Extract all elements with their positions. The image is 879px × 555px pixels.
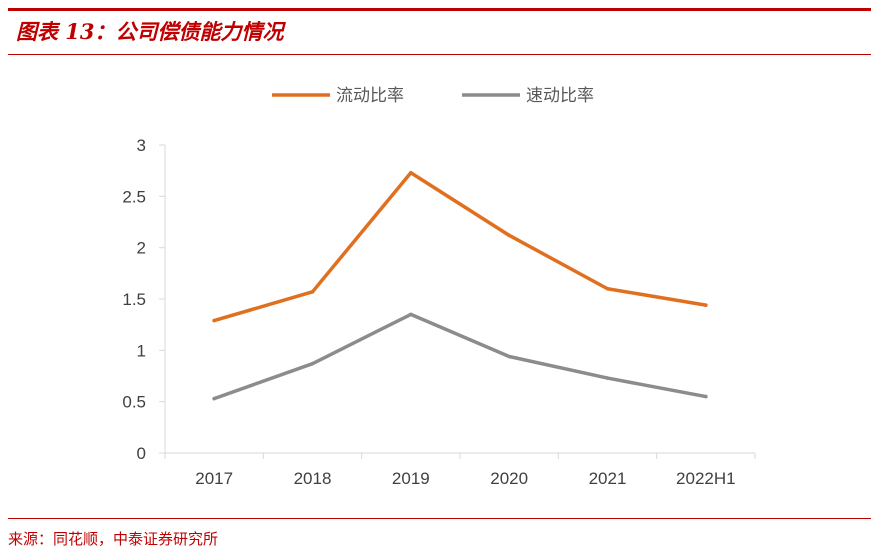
data-point [310,361,315,366]
legend: 流动比率 速动比率 [272,86,594,106]
x-tick-label: 2017 [195,469,233,488]
x-tick-label: 2019 [392,469,430,488]
data-point [212,318,216,323]
y-tick-label: 1 [137,341,146,360]
data-point [605,286,610,291]
series-group [212,170,708,401]
data-point [409,312,413,317]
figure-title: 图表 13：公司偿债能力情况 [16,19,284,44]
x-tick-label: 2018 [294,469,332,488]
data-point [310,290,315,294]
data-point [704,303,708,307]
data-point [704,394,708,399]
series-line-2 [212,312,708,401]
y-tick-label: 3 [137,136,146,155]
axes: 0 0.5 1 1.5 2 2.5 3 2017 2018 2019 2020 2021 2022H1 [122,136,756,488]
y-tick-label: 1.5 [122,290,146,309]
top-rule [8,8,871,11]
x-tick-label: 2022H1 [676,469,736,488]
y-tick-label: 2 [137,239,146,258]
bottom-rule [8,518,871,519]
data-point [507,354,511,359]
title-rule [8,54,871,55]
y-tick-label: 2.5 [122,187,146,206]
x-tick-label: 2020 [490,469,528,488]
y-tick-label: 0.5 [122,393,146,412]
data-point [507,233,511,238]
source-note: 来源：同花顺，中泰证券研究所 [8,530,219,548]
series-line-1 [212,170,708,323]
data-point [409,170,413,175]
data-point [605,376,610,380]
legend-label-2: 速动比率 [526,86,594,106]
x-tick-label: 2021 [589,469,627,488]
legend-label-1: 流动比率 [336,86,404,106]
y-tick-label: 0 [137,444,146,463]
data-point [212,396,216,401]
